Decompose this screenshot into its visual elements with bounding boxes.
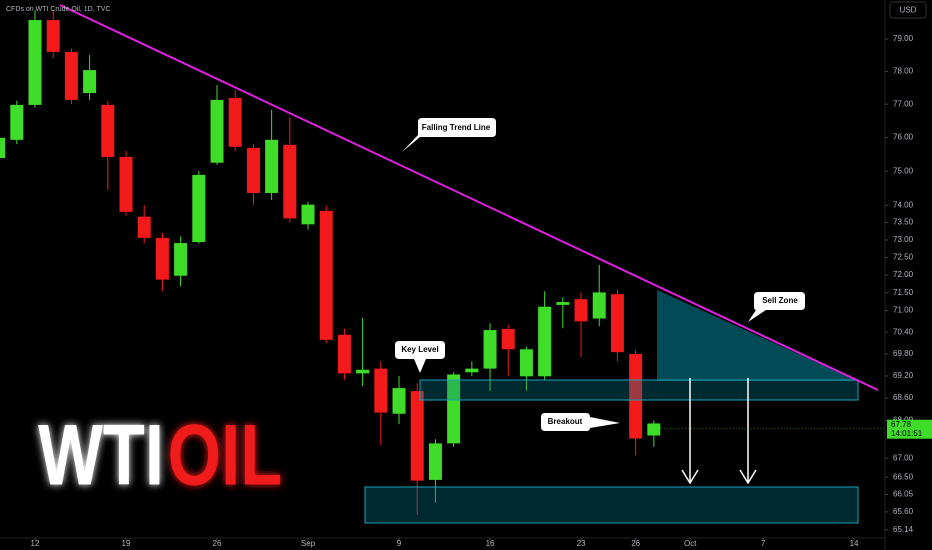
callout-box xyxy=(748,292,805,322)
last-price-box xyxy=(887,419,932,439)
y-tick-label: 65.60 xyxy=(893,507,914,516)
candle-body xyxy=(501,328,515,350)
x-tick-label: Oct xyxy=(684,539,697,548)
sell-zone xyxy=(657,290,858,381)
y-tick-label: 72.50 xyxy=(893,253,914,262)
key-level-zone xyxy=(419,379,859,401)
candle-body xyxy=(629,353,643,439)
candle-body xyxy=(28,20,42,105)
candle-body xyxy=(410,391,424,481)
y-tick-label: 66.50 xyxy=(893,472,914,481)
y-tick-label: 73.00 xyxy=(893,235,914,244)
candle-body xyxy=(10,104,24,140)
x-tick-label: 26 xyxy=(631,539,640,548)
candle-body xyxy=(319,210,333,340)
y-tick-label: 70.40 xyxy=(893,327,914,336)
overlay-word: WTI xyxy=(38,407,164,503)
overlay-title: WTI OIL xyxy=(38,407,282,503)
candle-body xyxy=(83,70,97,94)
candle-body xyxy=(392,388,406,414)
candle-body xyxy=(119,156,133,212)
y-tick-label: 73.50 xyxy=(893,218,914,227)
candle-body xyxy=(301,204,315,225)
candle-body xyxy=(283,144,297,219)
y-tick-label: 74.00 xyxy=(893,200,914,209)
candle-body xyxy=(356,369,370,374)
y-tick-label: 77.00 xyxy=(893,99,914,108)
y-tick-label: 79.00 xyxy=(893,34,914,43)
candle-body xyxy=(46,20,60,52)
countdown: 14:01:51 xyxy=(891,429,923,438)
candle-body xyxy=(174,243,188,276)
candle-body xyxy=(647,423,661,436)
x-tick-label: Sep xyxy=(301,539,316,548)
candle-body xyxy=(538,306,552,377)
x-tick-label: 23 xyxy=(577,539,586,548)
callout-box xyxy=(395,341,445,373)
x-tick-label: 26 xyxy=(213,539,222,548)
currency: USD xyxy=(900,6,917,15)
y-tick-label: 66.05 xyxy=(893,490,914,499)
candle-body xyxy=(556,302,570,305)
x-tick-label: 9 xyxy=(397,539,402,548)
candle-body xyxy=(0,137,6,158)
x-tick-label: 7 xyxy=(761,539,766,548)
candle-body xyxy=(447,374,461,444)
y-tick-label: 72.00 xyxy=(893,270,914,279)
y-tick-label: 71.00 xyxy=(893,306,914,315)
y-tick-label: 71.50 xyxy=(893,288,914,297)
candle-body xyxy=(428,443,442,480)
annotation: Breakout xyxy=(548,417,583,426)
annotation: Sell Zone xyxy=(762,296,798,305)
y-tick-label: 69.20 xyxy=(893,371,914,380)
last-price-label: 67.78 xyxy=(891,420,912,429)
candle-body xyxy=(465,368,479,373)
currency-button[interactable] xyxy=(889,1,927,19)
trend-line xyxy=(59,4,879,391)
candle-body xyxy=(374,368,388,413)
candle-body xyxy=(265,139,279,193)
y-tick-label: 68.60 xyxy=(893,393,914,402)
overlay-word: OIL xyxy=(168,407,283,503)
x-tick-label: 16 xyxy=(486,539,495,548)
candle-body xyxy=(64,51,78,100)
callout-box xyxy=(541,413,620,431)
target-zone xyxy=(364,486,859,524)
candle-body xyxy=(192,174,206,243)
candle-body xyxy=(519,349,533,377)
candle-body xyxy=(610,294,624,353)
y-tick-label: 76.00 xyxy=(893,133,914,142)
candle-body xyxy=(228,97,242,147)
y-tick-label: 65.14 xyxy=(893,525,914,534)
candle-body xyxy=(337,334,351,374)
candle-body xyxy=(210,99,224,163)
y-tick-label: 67.00 xyxy=(893,453,914,462)
candle-body xyxy=(137,216,151,238)
candle-body xyxy=(592,292,606,319)
candle-body xyxy=(574,299,588,322)
callout-box xyxy=(402,118,496,152)
candle-body xyxy=(246,147,260,193)
x-tick-label: 12 xyxy=(31,539,40,548)
x-tick-label: 14 xyxy=(850,539,859,548)
arrows xyxy=(681,378,757,485)
annotation: Key Level xyxy=(401,345,438,354)
candles xyxy=(0,10,661,515)
y-tick-label: 69.80 xyxy=(893,349,914,358)
y-tick-label: 75.00 xyxy=(893,166,914,175)
annotation: Falling Trend Line xyxy=(422,123,491,132)
x-tick-label: 19 xyxy=(122,539,131,548)
chart-title: CFDs on WTI Crude Oil, 1D, TVC xyxy=(6,6,111,13)
candle-body xyxy=(483,330,497,369)
y-tick-label: 78.00 xyxy=(893,67,914,76)
candle-body xyxy=(155,237,169,280)
candle-body xyxy=(101,104,115,157)
